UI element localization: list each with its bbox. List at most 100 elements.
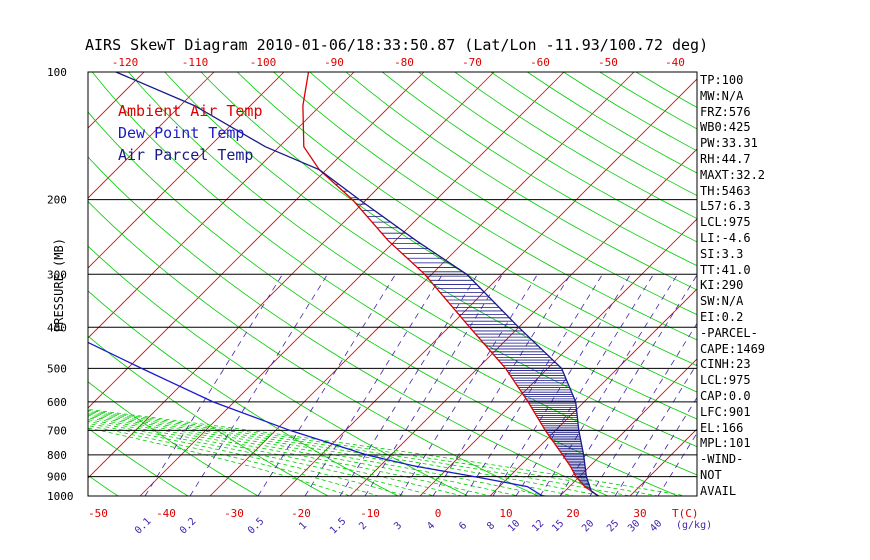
mixing-ratio-unit-label: (g/kg) [676, 520, 712, 531]
mixing-ratio-line [657, 432, 697, 496]
mixing-ratio-tick-label: 25 [605, 518, 621, 534]
dry-adiabat-line [454, 72, 697, 220]
index-item: MPL:101 [700, 436, 751, 451]
mixing-ratio-tick-label: 20 [580, 518, 596, 534]
mixing-ratio-line [614, 362, 697, 496]
mixing-ratio-line [635, 396, 697, 496]
bottom-temp-tick-label: -20 [291, 507, 311, 520]
dry-adiabat-line [164, 72, 697, 420]
index-item: WB0:425 [700, 120, 751, 135]
dry-adiabat-line [88, 381, 259, 496]
moist-adiabat-line [88, 412, 605, 496]
cape-hatch [335, 183, 591, 490]
dry-adiabat-line [88, 200, 539, 496]
mixing-ratio-tick-label: 3 [392, 520, 404, 532]
index-item: FRZ:576 [700, 104, 751, 119]
index-item: SW:N/A [700, 294, 744, 309]
moist-adiabat-line [88, 408, 689, 496]
bottom-temp-unit-label: T(C) [672, 507, 699, 520]
mixing-ratio-line [539, 274, 678, 496]
index-item: CAPE:1469 [700, 341, 766, 356]
top-temp-tick-label: -120 [112, 56, 139, 69]
mixing-ratio-tick-label: 12 [530, 518, 546, 534]
pressure-tick-label: 100 [47, 66, 67, 79]
isotherm-line [0, 72, 4, 496]
dry-adiabat-line [88, 245, 469, 496]
dry-adiabat-line [309, 72, 697, 316]
mixing-ratio-tick-label: 8 [485, 520, 497, 532]
top-temp-tick-label: -90 [324, 56, 344, 69]
pressure-tick-label: 700 [47, 424, 67, 437]
index-item: LCL:975 [700, 215, 751, 230]
mixing-ratio-line [464, 274, 603, 496]
pressure-tick-label: 300 [47, 268, 67, 281]
mixing-ratio-tick-label: 15 [550, 518, 566, 534]
mixing-ratio-tick-label: 0.1 [133, 516, 154, 537]
legend-dew-point-temp: Dew Point Temp [118, 124, 245, 142]
isobar-lines [88, 199, 697, 478]
mixing-ratio-line [339, 274, 478, 496]
legend-ambient-air-temp: Ambient Air Temp [118, 102, 263, 120]
mixing-ratio-tick-label: 1.5 [328, 516, 349, 537]
series-line-dew-point-temp [88, 341, 543, 496]
dry-adiabat-line [88, 111, 680, 496]
bottom-temp-tick-label: 20 [566, 507, 579, 520]
isotherm-line [770, 72, 870, 496]
mixing-ratio-line [364, 274, 503, 496]
index-item: LCL:975 [700, 373, 751, 388]
pressure-tick-label: 900 [47, 471, 67, 484]
index-item: CINH:23 [700, 357, 751, 372]
mixing-ratio-tick-label: 10 [506, 518, 522, 534]
index-item: -WIND- [700, 452, 744, 467]
index-item: TP:100 [700, 73, 744, 87]
y-axis-label: PRESSURE (MB) [52, 238, 66, 332]
index-item: EI:0.2 [700, 310, 744, 324]
index-item: MAXT:32.2 [700, 167, 766, 182]
mixing-ratio-line [589, 322, 697, 496]
dry-adiabat-line [88, 156, 609, 496]
bottom-temp-tick-label: 10 [499, 507, 512, 520]
mixing-ratio-tick-label: 4 [425, 520, 437, 532]
isotherm-line [559, 358, 697, 496]
dry-adiabat-line [490, 72, 697, 197]
index-item: LFC:901 [700, 404, 751, 419]
isotherm-line [419, 218, 697, 496]
plot-frame [87, 71, 698, 497]
pressure-tick-label: 200 [47, 194, 67, 207]
isotherm-line [88, 72, 355, 339]
isotherm-line [88, 72, 285, 269]
bottom-temp-tick-label: 30 [633, 507, 646, 520]
bottom-temp-tick-label: -50 [88, 507, 108, 520]
top-temp-tick-label: -80 [394, 56, 414, 69]
moist-adiabat-line [88, 419, 464, 496]
dry-adiabat-line [128, 72, 697, 448]
dry-adiabat-line [236, 72, 697, 367]
mixing-ratio-tick-label: 2 [357, 520, 369, 532]
bottom-temp-tick-label: -40 [156, 507, 176, 520]
pressure-tick-label: 1000 [47, 490, 74, 503]
profile-series [88, 72, 599, 496]
index-item: CAP:0.0 [700, 389, 751, 403]
series-line-ambient-air-temp [302, 72, 599, 496]
isotherm-line [88, 72, 215, 199]
index-item: KI:290 [700, 278, 744, 293]
index-item: TT:41.0 [700, 262, 751, 277]
pressure-tick-label: 400 [47, 321, 67, 334]
mixing-ratio-line [515, 274, 654, 496]
dry-adiabat-line [88, 290, 399, 496]
index-item: RH:44.7 [700, 152, 751, 166]
index-item: TH:5463 [700, 183, 751, 198]
mixing-ratio-tick-label: 1 [297, 520, 309, 532]
isotherm-line [349, 148, 697, 496]
mixing-ratio-line [399, 274, 538, 496]
series-line-air-parcel-temp [115, 72, 599, 496]
dry-adiabat-line [273, 72, 697, 341]
index-item: EL:166 [700, 420, 744, 435]
index-item: SI:3.3 [700, 246, 744, 261]
dry-adiabat-line [382, 72, 697, 267]
mixing-ratio-line [257, 274, 396, 496]
mixing-ratio-line [304, 274, 443, 496]
mixing-ratio-line [144, 274, 283, 496]
mixing-ratio-line [189, 274, 328, 496]
